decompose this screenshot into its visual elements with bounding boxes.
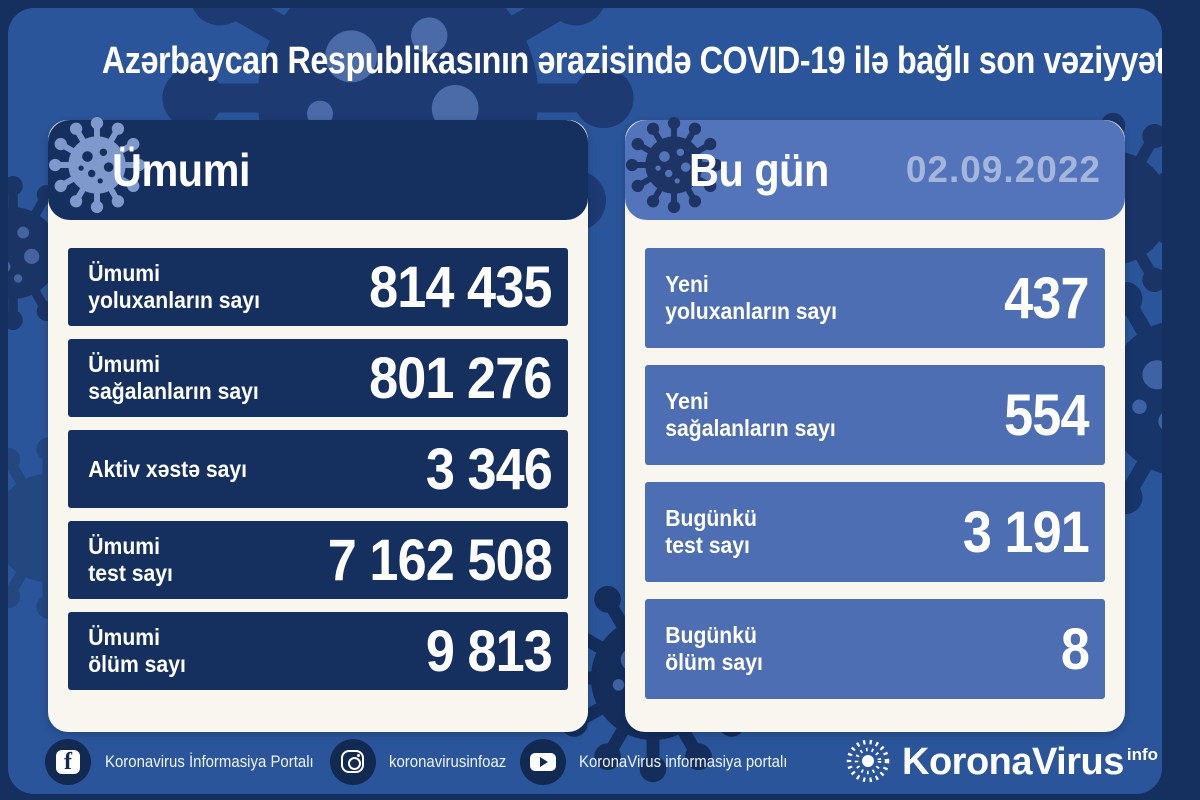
- stat-value: 9 813: [425, 618, 553, 684]
- page-title: Azərbaycan Respublikasının ərazisində CO…: [101, 40, 1162, 82]
- stat-value: 8: [1060, 616, 1090, 682]
- today-card-title: Bu gün: [689, 144, 829, 196]
- stat-row-today-tests: Bugünkü test sayı 3 191: [645, 482, 1105, 582]
- totals-rows: Ümumi yoluxanların sayı 814 435 Ümumi sa…: [68, 248, 568, 690]
- stat-value: 814 435: [369, 254, 552, 320]
- stat-value: 554: [1004, 382, 1089, 448]
- stat-value: 801 276: [369, 345, 552, 411]
- stat-row-total-deaths: Ümumi ölüm sayı 9 813: [68, 612, 568, 690]
- stat-row-new-recovered: Yeni sağalanların sayı 554: [645, 365, 1105, 465]
- youtube-icon[interactable]: [520, 739, 566, 785]
- stat-value: 437: [1004, 265, 1089, 331]
- koronavirus-logo-icon: [843, 736, 893, 786]
- stat-value: 3 346: [425, 436, 553, 502]
- today-rows: Yeni yoluxanların sayı 437 Yeni sağalanl…: [645, 248, 1105, 699]
- facebook-icon[interactable]: f: [45, 739, 91, 785]
- koronavirus-logo: KoronaVirus info: [902, 741, 1159, 783]
- report-date: 02.09.2022: [905, 149, 1101, 190]
- stat-row-total-recovered: Ümumi sağalanların sayı 801 276: [68, 339, 568, 417]
- stat-row-new-infected: Yeni yoluxanların sayı 437: [645, 248, 1105, 348]
- content-area: Azərbaycan Respublikasının ərazisində CO…: [8, 8, 1162, 794]
- today-card-header: Bu gün 02.09.2022: [625, 120, 1125, 220]
- facebook-handle[interactable]: Koronavirus İnformasiya Portalı: [105, 752, 314, 771]
- youtube-handle[interactable]: KoronaVirus informasiya portalı: [579, 752, 788, 771]
- stat-row-active-cases: Aktiv xəstə sayı 3 346: [68, 430, 568, 508]
- totals-card: Ümumi Ümumi yoluxanların sayı 814 435 Üm…: [48, 120, 588, 732]
- stat-row-total-infected: Ümumi yoluxanların sayı 814 435: [68, 248, 568, 326]
- today-card: Bu gün 02.09.2022 Yeni yoluxanların sayı…: [625, 120, 1125, 732]
- totals-card-title: Ümumi: [112, 144, 251, 196]
- stat-row-total-tests: Ümumi test sayı 7 162 508: [68, 521, 568, 599]
- stat-row-today-deaths: Bugünkü ölüm sayı 8: [645, 599, 1105, 699]
- stat-value: 3 191: [962, 499, 1090, 565]
- totals-card-header: Ümumi: [48, 120, 588, 220]
- instagram-handle[interactable]: koronavirusinfoaz: [389, 752, 507, 771]
- instagram-icon[interactable]: [330, 739, 376, 785]
- stat-value: 7 162 508: [327, 527, 553, 593]
- logo-info-suffix: info: [1126, 745, 1159, 765]
